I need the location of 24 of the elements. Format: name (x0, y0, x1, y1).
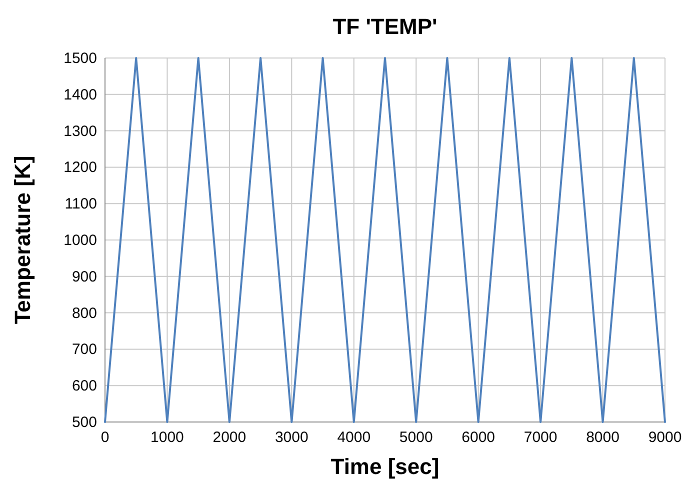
y-tick-label: 600 (72, 378, 97, 395)
x-tick-label: 1000 (150, 429, 184, 446)
y-tick-label: 700 (72, 341, 97, 358)
y-axis-title: Temperature [K] (10, 156, 35, 324)
y-tick-label: 1200 (64, 159, 97, 176)
x-tick-label: 3000 (274, 429, 308, 446)
x-tick-label: 4000 (337, 429, 371, 446)
y-tick-label: 800 (72, 304, 97, 322)
x-tick-label: 8000 (586, 429, 620, 446)
chart-title: TF 'TEMP' (332, 14, 438, 39)
y-tick-label: 1400 (64, 86, 97, 104)
y-tick-label: 1100 (64, 196, 97, 213)
y-tick-label: 900 (72, 268, 97, 286)
y-tick-label: 1300 (64, 122, 97, 140)
x-tick-label: 0 (100, 429, 110, 446)
y-tick-label: 500 (72, 414, 97, 431)
y-tick-label: 1500 (64, 50, 97, 67)
x-tick-label: 7000 (524, 429, 558, 446)
x-tick-label: 5000 (399, 429, 433, 446)
y-tick-label: 1000 (64, 232, 97, 249)
x-tick-label: 9000 (648, 429, 682, 446)
x-tick-label: 2000 (212, 429, 246, 446)
x-axis-title: Time [sec] (330, 454, 440, 479)
x-tick-label: 6000 (462, 429, 496, 446)
